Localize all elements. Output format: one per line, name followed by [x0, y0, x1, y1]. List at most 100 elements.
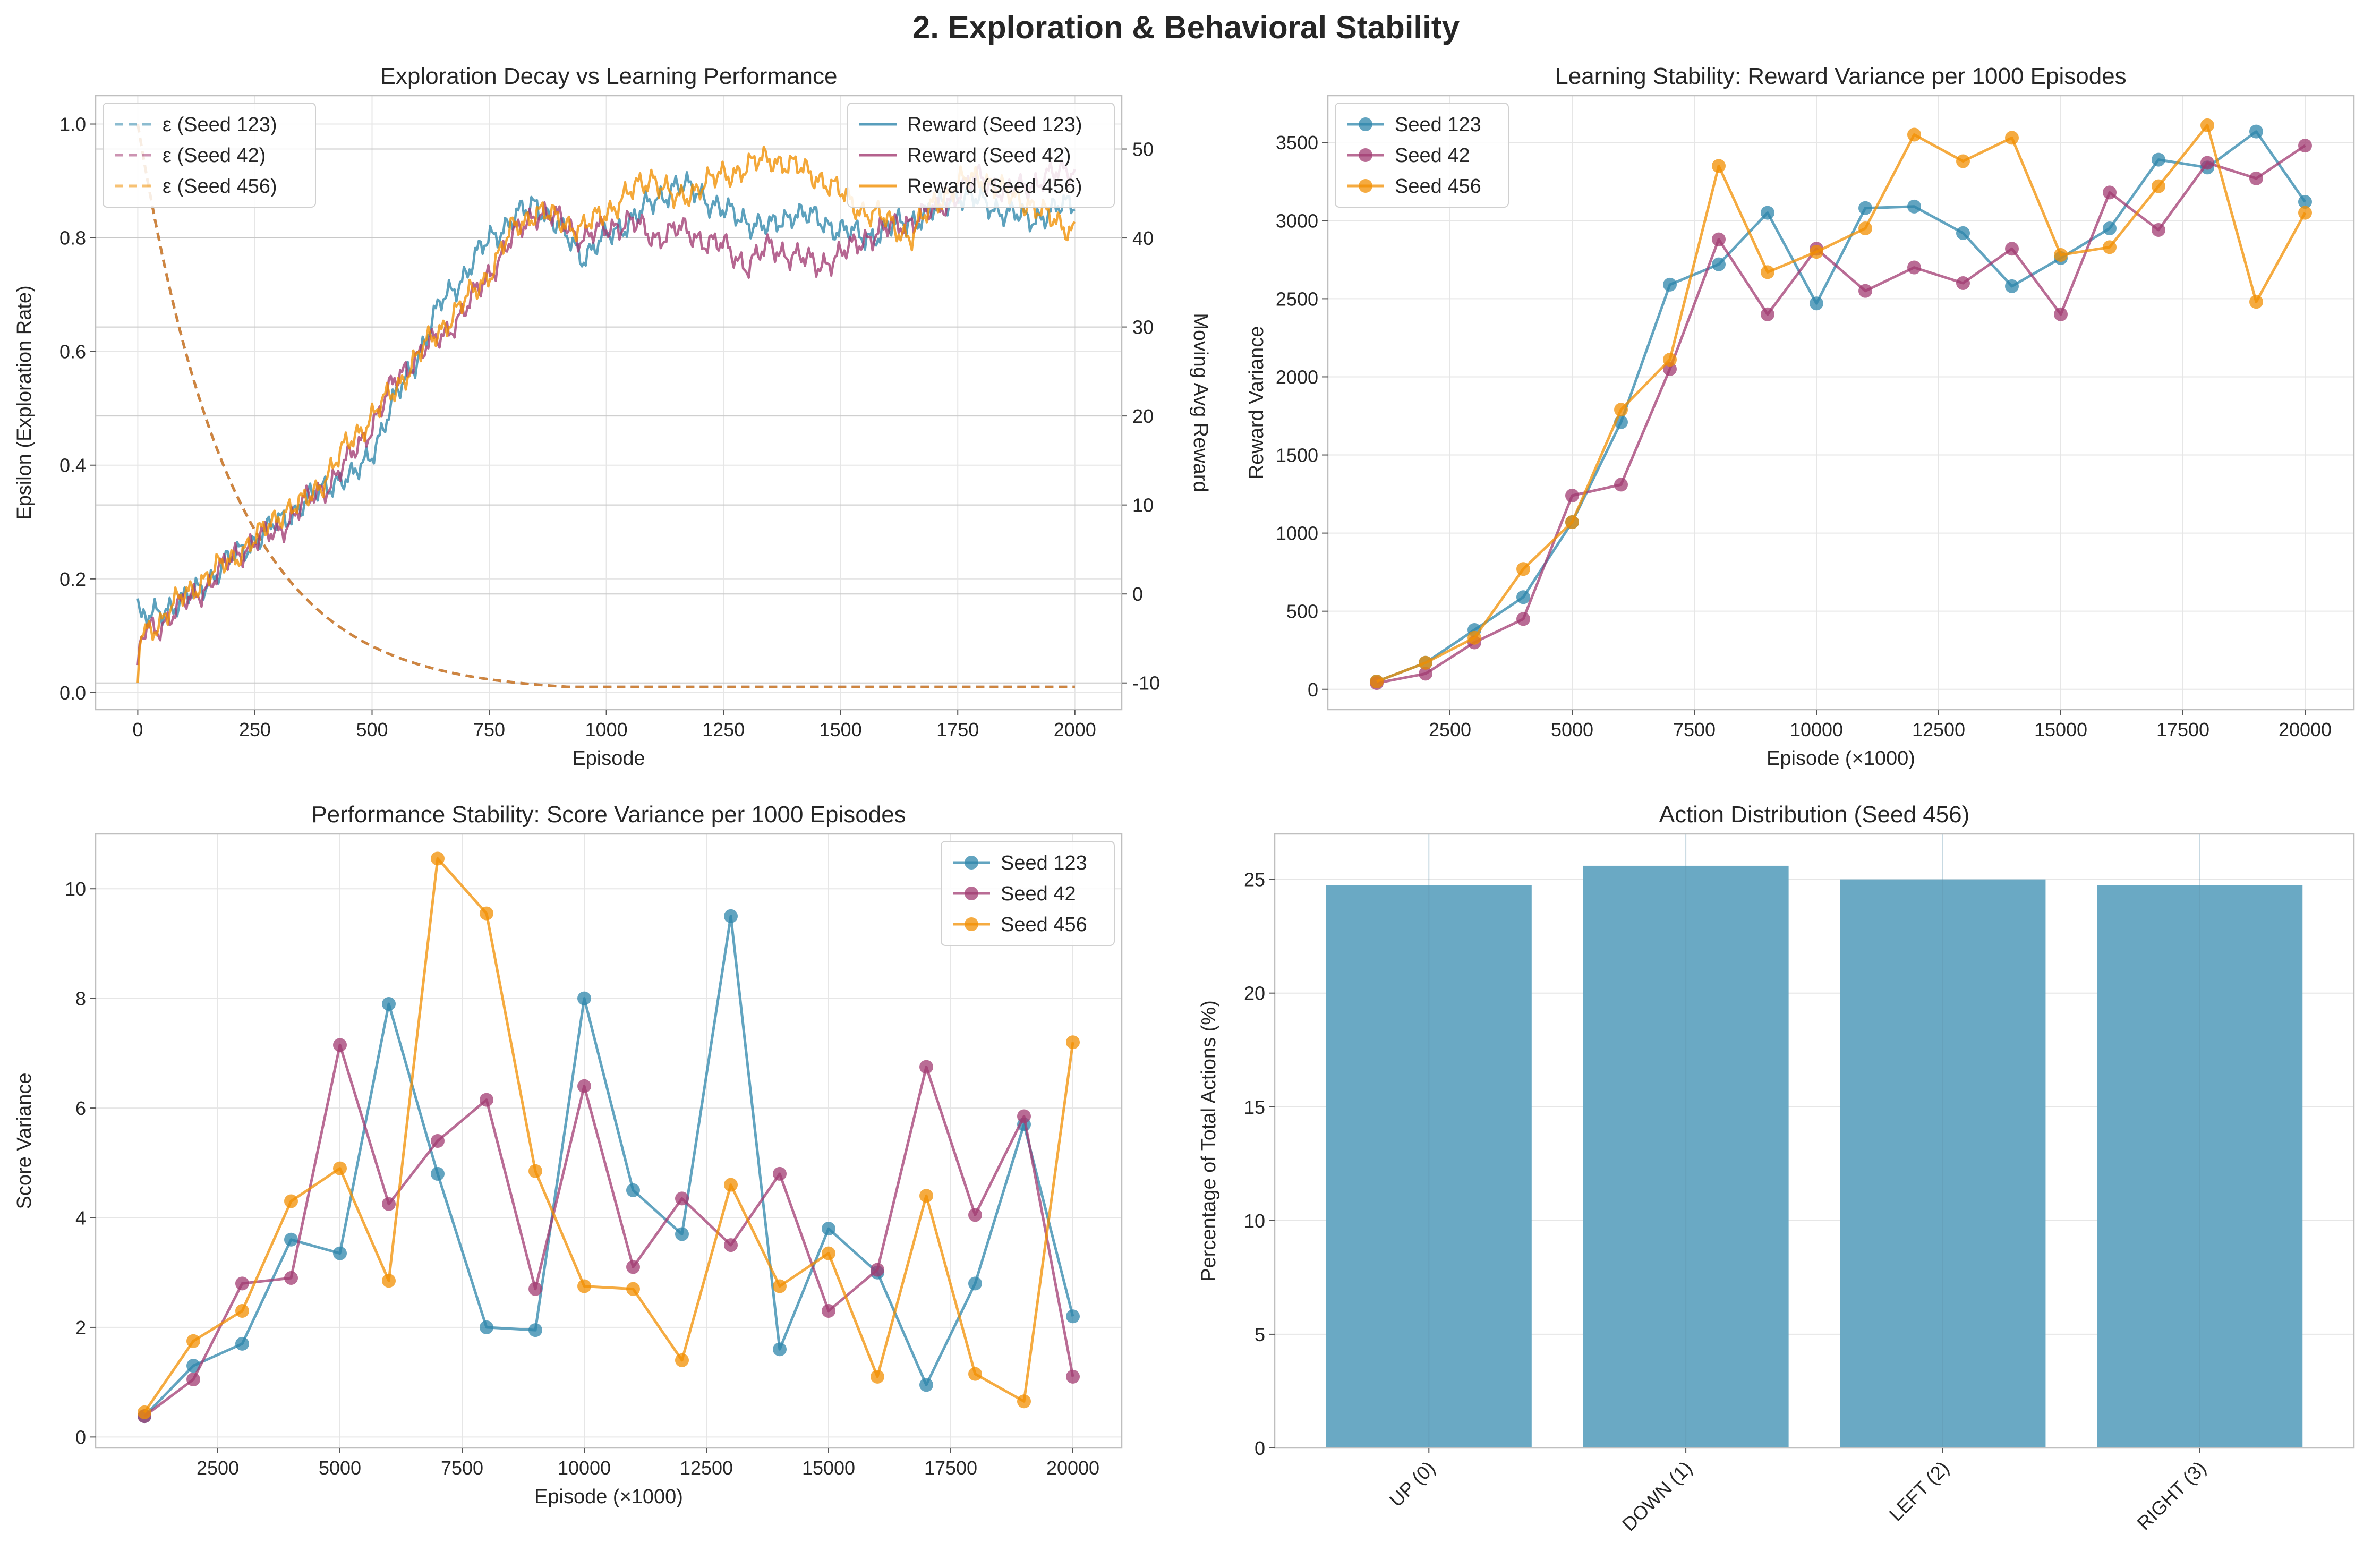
data-point-seed-456	[1467, 630, 1481, 645]
x-tick-label: 5000	[319, 1457, 361, 1479]
legend-swatch-marker	[965, 917, 978, 931]
y-tick-label: 0.2	[59, 568, 86, 590]
x-tick-label: DOWN (1)	[1618, 1457, 1696, 1536]
panel-title: Performance Stability: Score Variance pe…	[311, 802, 906, 828]
y-right-tick-label: -10	[1132, 672, 1160, 694]
data-point-seed-42	[1614, 478, 1628, 492]
x-axis-label: Episode	[572, 747, 645, 770]
data-point-seed-42	[919, 1060, 933, 1074]
data-point-seed-42	[1858, 284, 1872, 298]
x-tick-label: 500	[356, 719, 388, 740]
data-point-seed-123	[2152, 152, 2165, 167]
legend-swatch-marker	[1359, 179, 1372, 193]
data-point-seed-456	[1907, 127, 1921, 142]
series-line-seed-456	[143, 857, 1074, 1413]
data-point-seed-456	[186, 1334, 200, 1348]
data-point-seed-123	[822, 1222, 835, 1236]
y-tick-label: 4	[75, 1207, 86, 1229]
data-point-seed-123	[724, 909, 738, 923]
legend-label: Seed 456	[1395, 175, 1481, 198]
data-point-seed-456	[1516, 562, 1530, 576]
legend-label: ε (Seed 123)	[163, 114, 277, 136]
data-point-seed-456	[1370, 675, 1384, 689]
data-point-seed-42	[1419, 667, 1432, 681]
data-point-seed-42	[480, 1093, 493, 1107]
data-point-seed-123	[1516, 590, 1530, 604]
data-point-seed-42	[968, 1208, 982, 1222]
data-point-seed-123	[333, 1246, 347, 1260]
data-point-seed-456	[1419, 655, 1432, 670]
legend-label: ε (Seed 42)	[163, 144, 266, 167]
data-point-seed-456	[1663, 353, 1677, 367]
data-point-seed-123	[773, 1342, 787, 1357]
x-tick-label: 17500	[2156, 719, 2209, 740]
y-tick-label: 2	[75, 1317, 86, 1339]
panel-title: Exploration Decay vs Learning Performanc…	[380, 63, 838, 89]
data-point-seed-456	[822, 1246, 835, 1260]
panel-exploration-decay: 0 250 500 750 1000 1250 1500 1750 20000.00.20.40…	[13, 63, 1211, 770]
data-point-seed-42	[1761, 307, 1774, 321]
x-tick-label: 5000	[1551, 719, 1593, 740]
data-point-seed-456	[528, 1164, 542, 1178]
data-point-seed-456	[675, 1353, 689, 1367]
data-point-seed-123	[186, 1359, 200, 1373]
data-point-seed-456	[2200, 118, 2214, 132]
data-point-seed-456	[2152, 179, 2165, 193]
legend-box	[1335, 103, 1509, 208]
data-point-seed-42	[1066, 1369, 1080, 1384]
data-point-seed-123	[480, 1320, 493, 1334]
plot-frame	[95, 95, 1123, 711]
legend-swatch-marker	[1359, 117, 1372, 131]
data-point-seed-42	[675, 1191, 689, 1206]
data-point-seed-123	[968, 1276, 982, 1291]
panel-title: Action Distribution (Seed 456)	[1659, 802, 1970, 828]
y-right-tick-label: 30	[1132, 317, 1154, 338]
data-point-seed-42	[1907, 260, 1921, 275]
data-point-seed-456	[2054, 248, 2068, 262]
bar-up	[1326, 885, 1532, 1448]
y-right-tick-label: 20	[1132, 405, 1154, 427]
data-point-seed-123	[284, 1232, 298, 1247]
x-tick-label: 15000	[2034, 719, 2087, 740]
data-point-seed-123	[2005, 279, 2019, 293]
data-point-seed-123	[2298, 195, 2312, 209]
epsilon-line-seed-456	[136, 124, 1075, 688]
x-tick-label: RIGHT (3)	[2132, 1457, 2210, 1535]
data-point-seed-42	[2054, 307, 2068, 321]
series-line-seed-123	[1376, 130, 2307, 683]
x-axis-label: Episode (×1000)	[534, 1486, 683, 1508]
y-right-axis-label: Moving Avg Reward	[1189, 313, 1211, 492]
data-point-seed-123	[2103, 221, 2117, 236]
x-tick-label: 7500	[1673, 719, 1716, 740]
data-point-seed-456	[2005, 131, 2019, 145]
x-tick-label: 2000	[1054, 719, 1096, 740]
data-point-seed-42	[1712, 232, 1726, 246]
series-line-seed-123	[143, 915, 1074, 1417]
legend-box	[941, 841, 1115, 946]
data-point-seed-456	[284, 1194, 298, 1208]
x-tick-label: 10000	[558, 1457, 611, 1479]
data-point-seed-42	[1956, 276, 1970, 290]
x-tick-label: 10000	[1790, 719, 1843, 740]
y-tick-label: 500	[1286, 601, 1318, 623]
y-axis-label: Percentage of Total Actions (%)	[1198, 1000, 1220, 1281]
x-axis-label: Episode (×1000)	[1767, 747, 1915, 770]
data-point-seed-456	[2103, 240, 2117, 254]
plot-frame	[1274, 833, 2355, 1449]
y-right-tick-label: 10	[1132, 495, 1154, 516]
data-point-seed-42	[1565, 489, 1579, 503]
legend-label: Reward (Seed 123)	[907, 114, 1082, 136]
data-point-seed-456	[2298, 206, 2312, 220]
legend-box	[103, 103, 316, 208]
data-point-seed-42	[382, 1197, 396, 1211]
panel-reward-variance: 2500 5000 7500 10000 12500 15000 17500 20000 0 50…	[1245, 63, 2355, 770]
data-point-seed-123	[528, 1323, 542, 1337]
data-point-seed-123	[2249, 124, 2263, 139]
series-line-seed-456	[1376, 124, 2307, 683]
bar-right	[2097, 885, 2303, 1448]
data-point-seed-42	[724, 1238, 738, 1252]
legend-label: Seed 42	[1001, 883, 1076, 905]
data-point-seed-456	[1810, 245, 1823, 259]
data-point-seed-42	[822, 1303, 835, 1318]
